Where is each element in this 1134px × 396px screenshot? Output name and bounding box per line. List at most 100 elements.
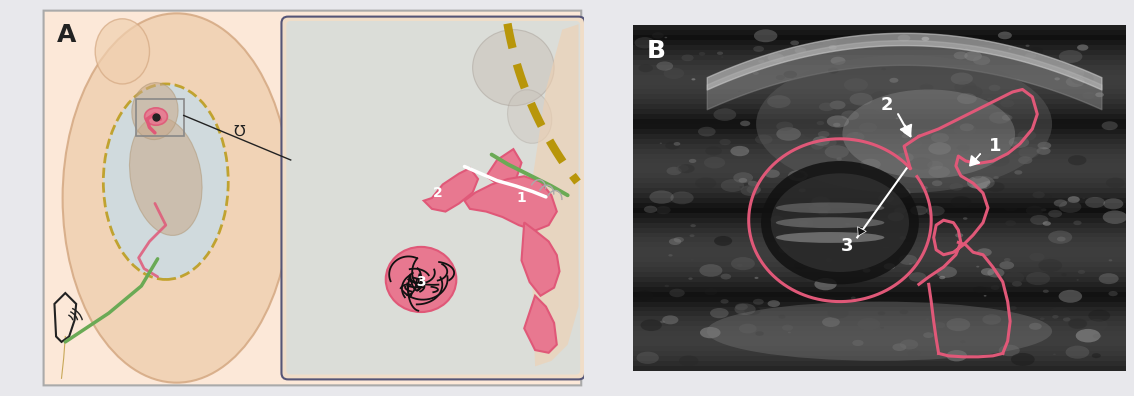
Bar [633,188,1126,193]
Ellipse shape [1059,290,1082,303]
Ellipse shape [679,356,699,366]
Ellipse shape [820,138,837,147]
Text: 2: 2 [432,186,442,200]
Bar [633,297,1126,302]
Ellipse shape [819,103,835,111]
Ellipse shape [754,277,759,279]
Bar [633,25,1126,30]
Ellipse shape [1083,92,1095,99]
Ellipse shape [920,84,933,91]
Ellipse shape [761,161,919,284]
Ellipse shape [773,87,782,91]
Ellipse shape [1006,220,1016,226]
Ellipse shape [899,255,917,265]
Ellipse shape [753,299,764,305]
Ellipse shape [959,86,982,98]
Ellipse shape [844,78,868,91]
FancyBboxPatch shape [43,11,582,385]
FancyBboxPatch shape [287,21,581,375]
Ellipse shape [1077,270,1085,274]
Ellipse shape [798,221,807,226]
Ellipse shape [826,259,831,262]
Ellipse shape [1082,198,1085,199]
Ellipse shape [830,101,846,109]
Ellipse shape [759,60,764,63]
Ellipse shape [665,285,669,287]
Ellipse shape [799,180,804,182]
Ellipse shape [1102,210,1127,224]
Ellipse shape [950,72,973,85]
Bar [633,60,1126,65]
Bar [633,361,1126,366]
Bar [633,89,1126,94]
Ellipse shape [1026,206,1043,215]
Ellipse shape [993,176,999,179]
Ellipse shape [792,184,803,190]
Ellipse shape [1048,210,1063,217]
Text: 3: 3 [416,275,426,289]
Ellipse shape [1043,289,1049,293]
Bar [633,282,1126,287]
Ellipse shape [937,137,939,139]
Ellipse shape [1012,353,1034,366]
Bar [633,168,1126,173]
Ellipse shape [846,132,864,142]
Ellipse shape [899,309,908,314]
Ellipse shape [1053,200,1067,207]
Ellipse shape [782,325,793,331]
Text: 3: 3 [841,237,854,255]
Ellipse shape [1030,158,1031,159]
Ellipse shape [1029,323,1042,330]
Ellipse shape [926,206,945,216]
Ellipse shape [1025,45,1030,47]
Ellipse shape [1059,50,1082,63]
Ellipse shape [991,285,999,290]
Ellipse shape [889,78,898,83]
Text: B: B [646,39,666,63]
Ellipse shape [770,216,784,223]
Ellipse shape [850,297,856,299]
Ellipse shape [1055,77,1060,80]
Ellipse shape [776,232,885,243]
Ellipse shape [755,135,772,144]
Ellipse shape [660,143,662,144]
FancyBboxPatch shape [281,17,585,379]
Ellipse shape [719,107,723,110]
Ellipse shape [771,173,909,272]
Ellipse shape [922,186,928,190]
Ellipse shape [828,68,838,74]
Bar [633,232,1126,238]
Ellipse shape [1085,197,1106,208]
Ellipse shape [1026,272,1050,285]
Ellipse shape [695,177,717,189]
Bar [633,242,1126,248]
Bar [633,248,1126,252]
Polygon shape [524,296,557,353]
Bar [633,292,1126,297]
Ellipse shape [1043,194,1051,199]
Ellipse shape [738,178,747,183]
Ellipse shape [784,71,797,78]
FancyArrow shape [900,124,912,136]
Bar [633,203,1126,208]
Ellipse shape [1073,221,1082,225]
Ellipse shape [655,206,670,214]
Ellipse shape [965,48,968,50]
Ellipse shape [730,146,750,156]
FancyArrow shape [970,154,981,166]
Polygon shape [424,168,479,211]
Ellipse shape [668,254,672,257]
Ellipse shape [776,217,885,228]
Bar [633,316,1126,321]
Ellipse shape [976,266,980,268]
FancyBboxPatch shape [633,25,1126,371]
Ellipse shape [704,157,725,168]
Ellipse shape [738,91,741,92]
Bar [633,40,1126,45]
Bar [633,346,1126,351]
Ellipse shape [1099,273,1118,284]
Ellipse shape [989,112,1010,124]
Ellipse shape [925,318,929,320]
Ellipse shape [824,145,849,158]
Ellipse shape [132,83,178,139]
